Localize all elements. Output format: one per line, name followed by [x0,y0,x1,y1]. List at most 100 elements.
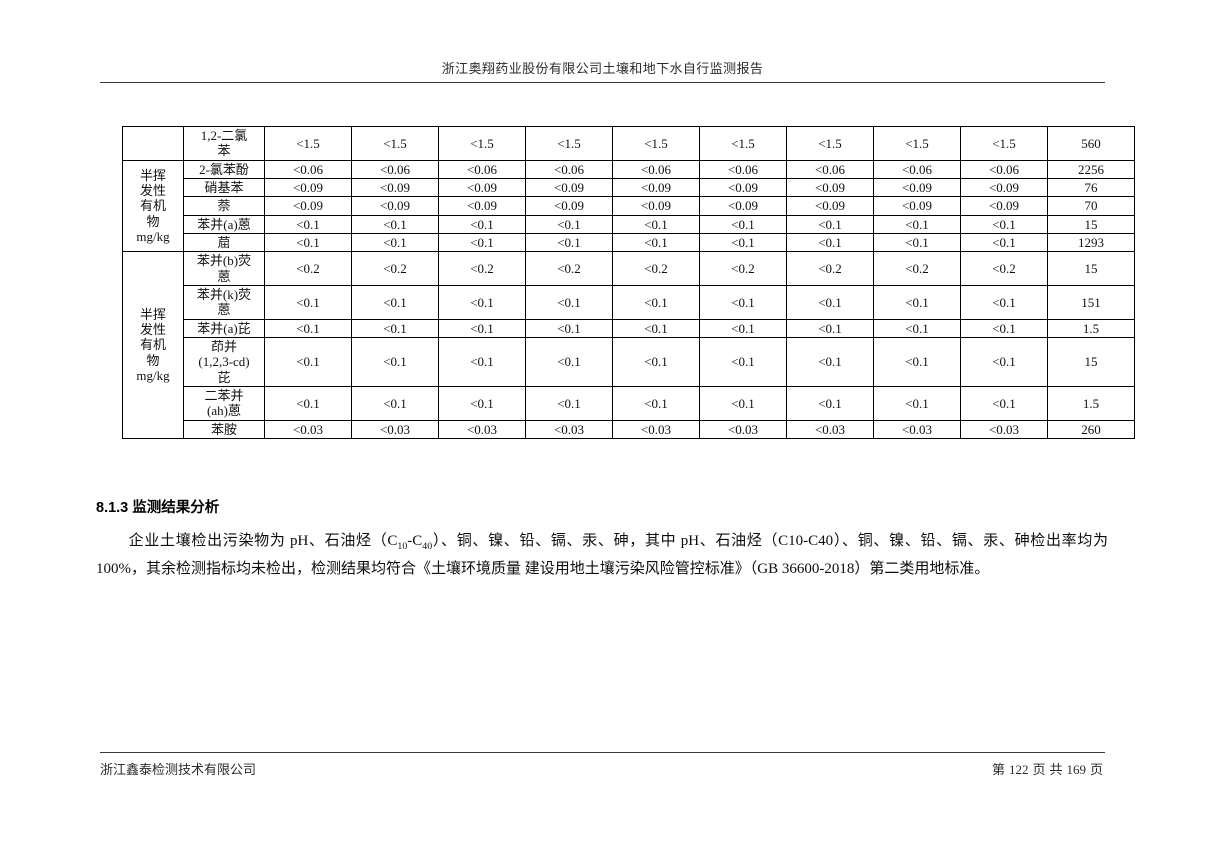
group-label-cell: 半挥 发性 有机物 mg/kg [122,159,184,253]
measurement-value-cell: <1.5 [438,126,526,161]
measurement-value-cell: <0.1 [438,385,526,421]
parameter-name-line: 苯并(k)荧 [196,286,252,302]
measurement-value-cell: <0.03 [525,419,613,439]
group-label-line: 半挥 [139,167,166,183]
measurement-value-cell: <0.1 [786,232,874,253]
table-row: 硝基苯 <0.09 <0.09 <0.09 <0.09 <0.09 <0.09 <0.09 <0… [123,177,1135,198]
parameter-name-cell: 萘 [183,196,265,216]
parameter-name-cell: 硝基苯 [183,177,265,198]
measurement-value-cell: <0.2 [960,251,1048,286]
measurement-value-cell: <0.06 [438,159,526,179]
measurement-value-cell: <0.1 [525,385,613,421]
measurement-value-cell: <0.06 [960,159,1048,179]
table-body: 1,2-二氯苯 <1.5 <1.5 <1.5 <1.5 <1.5 <1.5 <1.5 <1.5 <… [122,126,1135,439]
measurement-value-cell: <0.06 [525,159,613,179]
measurement-value-cell: <0.1 [960,318,1048,338]
group-label-line: 物 [146,352,160,368]
parameter-name-line: (ah)蒽 [207,403,241,419]
parameter-name-cell: 苯并(a)芘 [183,318,265,338]
measurement-value-cell: <0.1 [438,336,526,387]
measurement-value-cell: <0.1 [960,336,1048,387]
standard-limit-cell: 260 [1047,419,1135,439]
parameter-name-cell: 二苯并 (ah)蒽 [183,385,265,421]
measurement-value-cell: <0.2 [438,251,526,286]
table-row: 茚并 (1,2,3-cd) 芘 <0.1 <0.1 <0.1 <0.1 <0.1 <0.1 <0.… [123,336,1135,387]
measurement-value-cell: <1.5 [612,126,700,161]
page-total-label: 共 [1049,762,1063,777]
paragraph-part-3: ）、铜、镍、铅、镉、汞、砷，其中 pH、石油烃（C10-C40）、铜、镍、铅、镉… [96,533,1109,577]
measurement-value-cell: <0.2 [873,251,961,286]
standard-limit-cell: 560 [1047,126,1135,161]
section-heading: 8.1.3 监测结果分析 [96,500,220,516]
parameter-name-line: 䓛 [217,234,231,250]
measurement-value-cell: <0.09 [612,196,700,216]
measurement-value-cell: <0.1 [699,336,787,387]
group-label-line: 半挥 [139,306,166,322]
group-label-line: 发性 [139,322,166,338]
measurement-value-cell: <1.5 [525,126,613,161]
measurement-value-cell: <0.1 [873,385,961,421]
measurement-value-cell: <0.1 [438,284,526,320]
measurement-value-cell: <0.1 [612,284,700,320]
standard-limit-cell: 1293 [1047,232,1135,253]
table-row: 半挥 发性 有机物 mg/kg 苯并(b)荧蒽 <0.2 <0.2 <0.2 <0.2 <0.2 <… [122,251,1135,439]
measurement-value-cell: <0.03 [699,419,787,439]
measurement-value-cell: <0.1 [612,214,700,234]
measurement-value-cell: <0.09 [699,177,787,198]
measurement-value-cell: <0.03 [873,419,961,439]
measurement-value-cell: <0.2 [699,251,787,286]
measurement-value-cell: <0.06 [699,159,787,179]
measurement-value-cell: <0.06 [786,159,874,179]
parameter-name-line: 萘 [217,198,231,214]
measurement-value-cell: <0.1 [786,385,874,421]
table-row: 苯胺 <0.03 <0.03 <0.03 <0.03 <0.03 <0.03 <0.03 <0.… [123,419,1135,439]
measurement-value-cell: <1.5 [351,126,439,161]
page-unit-2: 页 [1089,762,1103,777]
measurement-value-cell: <0.09 [264,177,352,198]
measurement-value-cell: <0.1 [438,232,526,253]
group-label-line: 物 [146,213,160,229]
measurement-value-cell: <0.1 [786,284,874,320]
group-label-line: mg/kg [136,368,170,384]
measurement-value-cell: <1.5 [873,126,961,161]
measurement-value-cell: <0.1 [960,214,1048,234]
measurement-value-cell: <0.2 [612,251,700,286]
parameter-name-cell: 䓛 [183,232,265,253]
table-row: 二苯并 (ah)蒽 <0.1 <0.1 <0.1 <0.1 <0.1 <0.1 <0.1 <0.1… [123,385,1135,421]
standard-limit-cell: 15 [1047,214,1135,234]
group-label-cell [122,126,184,161]
measurement-value-cell: <0.09 [699,196,787,216]
measurement-value-cell: <0.09 [960,196,1048,216]
measurement-value-cell: <0.1 [873,232,961,253]
measurement-value-cell: <0.1 [525,232,613,253]
standard-limit-cell: 151 [1047,284,1135,320]
parameter-name-cell: 苯并(b)荧蒽 [183,251,265,286]
measurement-value-cell: <0.1 [351,318,439,338]
measurement-value-cell: <1.5 [960,126,1048,161]
measurement-value-cell: <0.1 [960,232,1048,253]
measurement-value-cell: <0.09 [351,177,439,198]
measurement-value-cell: <0.1 [612,385,700,421]
table-row: 1,2-二氯苯 <1.5 <1.5 <1.5 <1.5 <1.5 <1.5 <1.5 <1.5 <… [122,126,1135,161]
measurement-value-cell: <0.1 [873,336,961,387]
parameter-name-cell: 茚并 (1,2,3-cd) 芘 [183,336,265,387]
measurement-value-cell: <0.1 [612,318,700,338]
footer-row: 浙江鑫泰检测技术有限公司 第 122 页共 169 页 [100,753,1105,778]
analysis-paragraph: 企业土壤检出污染物为 pH、石油烃（C10-C40）、铜、镍、铅、镉、汞、砷，其… [96,528,1108,583]
measurement-value-cell: <0.1 [264,385,352,421]
measurement-value-cell: <0.2 [264,251,352,286]
parameter-name-line: 1,2-二氯 [200,128,248,143]
measurement-value-cell: <0.2 [351,251,439,286]
parameter-name-line: 2-氯苯酚 [199,161,249,177]
measurement-value-cell: <0.1 [699,214,787,234]
measurement-value-cell: <0.1 [525,336,613,387]
monitoring-results-table-wrapper: 1,2-二氯苯 <1.5 <1.5 <1.5 <1.5 <1.5 <1.5 <1.5 <1.5 <… [122,126,1135,439]
measurement-value-cell: <0.09 [873,196,961,216]
measurement-value-cell: <0.1 [699,284,787,320]
table-row: 半挥 发性 有机物 mg/kg 2-氯苯酚 <0.06 <0.06 <0.06 <0.06 <0.… [122,159,1135,253]
footer-company: 浙江鑫泰检测技术有限公司 [100,762,257,777]
measurement-value-cell: <0.06 [264,159,352,179]
measurement-value-cell: <0.1 [612,232,700,253]
measurement-value-cell: <1.5 [786,126,874,161]
measurement-value-cell: <0.1 [612,336,700,387]
